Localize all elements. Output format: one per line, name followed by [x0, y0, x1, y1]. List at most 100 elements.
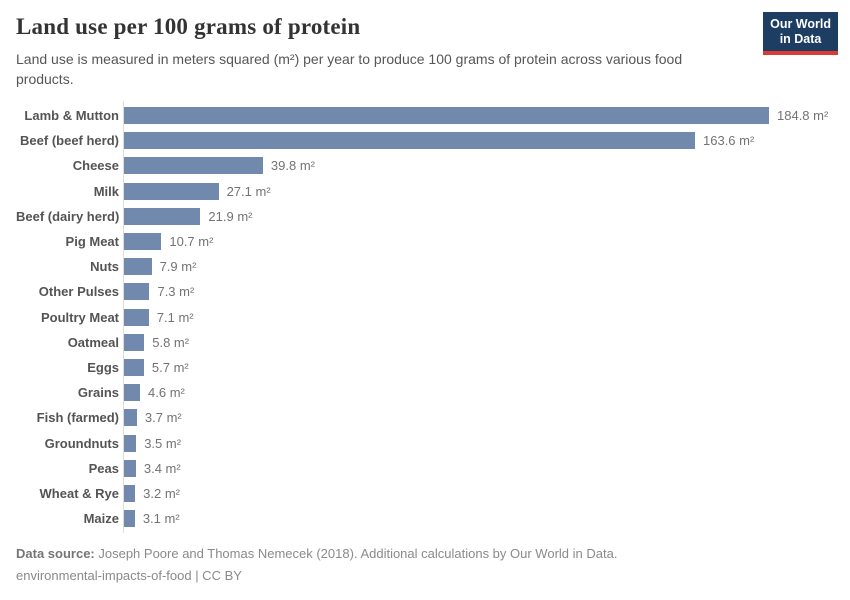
chart-header: Land use per 100 grams of protein Land u…: [16, 12, 838, 90]
bar-area: 5.7 m²: [124, 358, 834, 376]
data-source-line: Data source: Joseph Poore and Thomas Nem…: [16, 543, 617, 565]
bar-area: 7.9 m²: [124, 258, 834, 276]
bar-area: 5.8 m²: [124, 333, 834, 351]
value-label: 7.9 m²: [159, 259, 197, 275]
bar-area: 10.7 m²: [124, 233, 834, 251]
bar[interactable]: [124, 182, 219, 200]
bar-chart-rows: Lamb & Mutton 184.8 m² Beef (beef herd) 163…: [16, 101, 834, 534]
bar-area: 3.1 m²: [124, 510, 834, 528]
value-label: 10.7 m²: [169, 234, 214, 250]
bar-row: Nuts 7.9 m²: [16, 254, 834, 279]
bar-area: 39.8 m²: [124, 157, 834, 175]
category-label: Poultry Meat: [40, 309, 119, 325]
category-label: Beef (beef herd): [20, 133, 119, 149]
chart-title: Land use per 100 grams of protein: [16, 14, 361, 39]
bar[interactable]: [124, 283, 150, 301]
bar[interactable]: [124, 459, 136, 477]
bar-area: 3.5 m²: [124, 434, 834, 452]
bar[interactable]: [124, 510, 135, 528]
bar-row: Maize 3.1 m²: [16, 506, 834, 531]
category-label: Peas: [88, 460, 119, 476]
bar-area: 163.6 m²: [124, 132, 834, 150]
value-label: 3.1 m²: [142, 511, 180, 527]
bar[interactable]: [124, 358, 144, 376]
bar[interactable]: [124, 333, 145, 351]
value-label: 4.6 m²: [148, 385, 185, 401]
category-label: Beef (dairy herd): [16, 208, 120, 224]
bar-area: 3.4 m²: [124, 459, 834, 477]
value-label: 7.3 m²: [157, 284, 195, 300]
category-label: Cheese: [72, 158, 119, 174]
bar-row: Eggs 5.7 m²: [16, 355, 834, 380]
category-label: Fish (farmed): [36, 410, 119, 426]
bar-area: 7.1 m²: [124, 308, 834, 326]
bar[interactable]: [124, 258, 152, 276]
bar-area: 4.6 m²: [124, 384, 834, 402]
value-label: 3.2 m²: [143, 485, 180, 501]
bar-area: 27.1 m²: [124, 182, 834, 200]
value-label: 5.7 m²: [151, 359, 189, 375]
category-label: Grains: [77, 385, 119, 401]
value-label: 3.7 m²: [144, 410, 182, 426]
bar[interactable]: [124, 233, 162, 251]
value-label: 7.1 m²: [156, 309, 194, 325]
bar-area: 3.7 m²: [124, 409, 834, 427]
owid-logo-line1: Our World: [770, 17, 831, 31]
bar-row: Other Pulses 7.3 m²: [16, 279, 834, 304]
bar-row: Poultry Meat 7.1 m²: [16, 305, 834, 330]
bar[interactable]: [124, 384, 141, 402]
bar[interactable]: [124, 484, 136, 502]
bar-row: Milk 27.1 m²: [16, 179, 834, 204]
bar[interactable]: [124, 434, 137, 452]
owid-logo: Our World in Data: [763, 12, 838, 55]
bar-row: Wheat & Rye 3.2 m²: [16, 481, 834, 506]
bar-row: Beef (dairy herd) 21.9 m²: [16, 204, 834, 229]
bar-row: Pig Meat 10.7 m²: [16, 229, 834, 254]
bar-row: Fish (farmed) 3.7 m²: [16, 405, 834, 430]
bar[interactable]: [124, 157, 263, 175]
category-label: Nuts: [90, 259, 119, 275]
bar-area: 184.8 m²: [124, 107, 834, 125]
category-label: Pig Meat: [65, 234, 119, 250]
chart-subtitle: Land use is measured in meters squared (…: [16, 51, 683, 88]
value-label: 39.8 m²: [270, 158, 315, 174]
category-label: Lamb & Mutton: [24, 108, 119, 124]
data-source-label: Data source:: [16, 545, 95, 561]
category-label: Wheat & Rye: [39, 485, 119, 501]
bar-area: 7.3 m²: [124, 283, 834, 301]
data-source-text: Joseph Poore and Thomas Nemecek (2018). …: [94, 545, 618, 561]
bar-row: Peas 3.4 m²: [16, 456, 834, 481]
bar-area: 3.2 m²: [124, 484, 834, 502]
bar[interactable]: [124, 308, 149, 326]
value-label: 5.8 m²: [152, 334, 190, 350]
y-axis-line: [123, 101, 124, 534]
bar-row: Cheese 39.8 m²: [16, 153, 834, 178]
bar-area: 21.9 m²: [124, 207, 834, 225]
value-label: 27.1 m²: [226, 183, 271, 199]
value-label: 3.5 m²: [144, 435, 182, 451]
bar[interactable]: [124, 107, 769, 125]
category-label: Eggs: [87, 359, 119, 375]
owid-logo-line2: in Data: [779, 32, 822, 46]
category-label: Oatmeal: [67, 334, 119, 350]
chart-footer: Data source: Joseph Poore and Thomas Nem…: [16, 543, 617, 587]
bar-chart: Lamb & Mutton 184.8 m² Beef (beef herd) 163…: [16, 101, 834, 534]
bar-row: Oatmeal 5.8 m²: [16, 330, 834, 355]
value-label: 21.9 m²: [208, 208, 253, 224]
bar-row: Groundnuts 3.5 m²: [16, 430, 834, 455]
category-label: Groundnuts: [44, 435, 119, 451]
category-label: Milk: [93, 183, 119, 199]
bar[interactable]: [124, 207, 201, 225]
bar-row: Lamb & Mutton 184.8 m²: [16, 103, 834, 128]
value-label: 3.4 m²: [143, 460, 181, 476]
bar-row: Grains 4.6 m²: [16, 380, 834, 405]
value-label: 163.6 m²: [703, 133, 755, 149]
bar[interactable]: [124, 132, 695, 150]
category-label: Maize: [83, 511, 119, 527]
category-label: Other Pulses: [38, 284, 119, 300]
bar-row: Beef (beef herd) 163.6 m²: [16, 128, 834, 153]
license-line: environmental-impacts-of-food | CC BY: [16, 567, 242, 583]
bar[interactable]: [124, 409, 137, 427]
value-label: 184.8 m²: [777, 108, 829, 124]
